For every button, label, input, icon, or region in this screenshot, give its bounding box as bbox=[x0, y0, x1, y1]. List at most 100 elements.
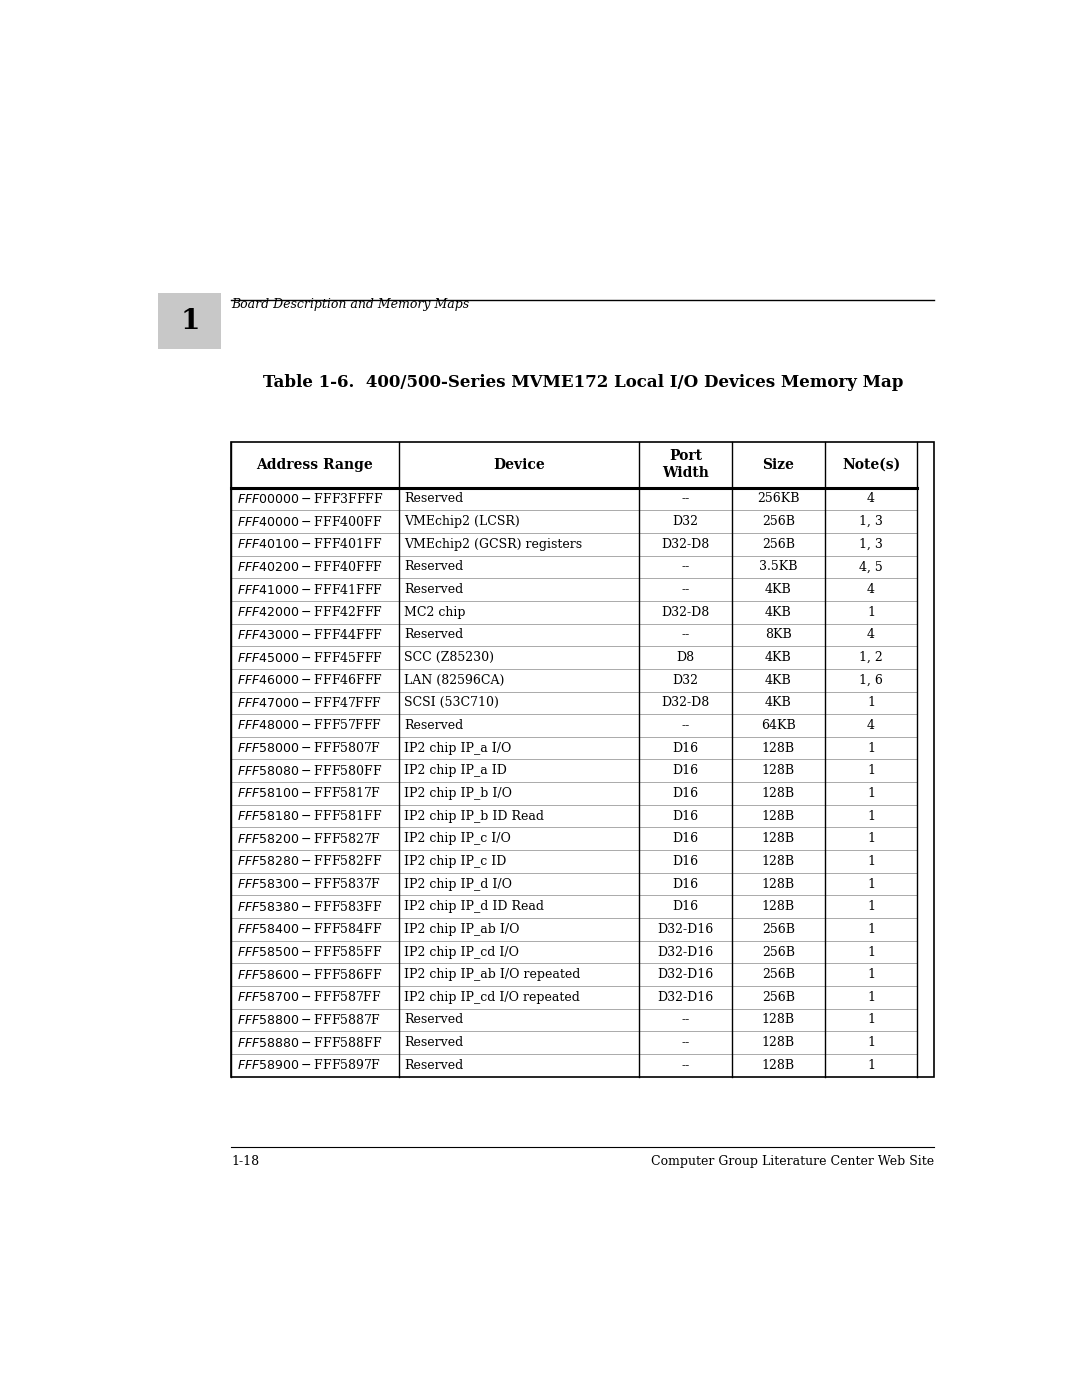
Text: D32-D8: D32-D8 bbox=[661, 538, 710, 550]
Text: 1: 1 bbox=[867, 787, 875, 800]
Text: 128B: 128B bbox=[761, 810, 795, 823]
Text: D16: D16 bbox=[673, 810, 699, 823]
Text: 256B: 256B bbox=[761, 515, 795, 528]
Text: 128B: 128B bbox=[761, 855, 795, 868]
Text: $FFF45000 - $FFF45FFF: $FFF45000 - $FFF45FFF bbox=[238, 651, 383, 665]
Text: 256B: 256B bbox=[761, 538, 795, 550]
Text: 1: 1 bbox=[867, 923, 875, 936]
Text: 256B: 256B bbox=[761, 923, 795, 936]
Text: D16: D16 bbox=[673, 855, 699, 868]
Text: 1: 1 bbox=[867, 900, 875, 914]
Text: $FFF58880 - $FFF588FF: $FFF58880 - $FFF588FF bbox=[238, 1035, 382, 1049]
Text: D32-D16: D32-D16 bbox=[658, 946, 714, 958]
Text: $FFF58280 - $FFF582FF: $FFF58280 - $FFF582FF bbox=[238, 855, 382, 869]
Text: $FFF58180 - $FFF581FF: $FFF58180 - $FFF581FF bbox=[238, 809, 382, 823]
Text: IP2 chip IP_cd I/O repeated: IP2 chip IP_cd I/O repeated bbox=[404, 990, 580, 1004]
Text: $FFF58900 - $FFF5897F: $FFF58900 - $FFF5897F bbox=[238, 1059, 381, 1073]
Text: 128B: 128B bbox=[761, 1059, 795, 1071]
Text: D32-D8: D32-D8 bbox=[661, 606, 710, 619]
Text: 128B: 128B bbox=[761, 787, 795, 800]
Text: IP2 chip IP_c I/O: IP2 chip IP_c I/O bbox=[404, 833, 511, 845]
Text: 1: 1 bbox=[867, 855, 875, 868]
Text: $FFF58200 - $FFF5827F: $FFF58200 - $FFF5827F bbox=[238, 831, 381, 845]
Text: SCSI (53C710): SCSI (53C710) bbox=[404, 696, 499, 710]
Text: IP2 chip IP_d ID Read: IP2 chip IP_d ID Read bbox=[404, 900, 544, 914]
Text: Reserved: Reserved bbox=[404, 583, 463, 597]
Text: D8: D8 bbox=[676, 651, 694, 664]
Text: 1: 1 bbox=[867, 764, 875, 777]
Text: $FFF41000 - $FFF41FFF: $FFF41000 - $FFF41FFF bbox=[238, 583, 383, 597]
Text: 128B: 128B bbox=[761, 900, 795, 914]
Text: D16: D16 bbox=[673, 742, 699, 754]
Text: Computer Group Literature Center Web Site: Computer Group Literature Center Web Sit… bbox=[651, 1155, 934, 1168]
Text: IP2 chip IP_ab I/O: IP2 chip IP_ab I/O bbox=[404, 923, 519, 936]
FancyBboxPatch shape bbox=[231, 441, 934, 1077]
Text: 1: 1 bbox=[867, 1037, 875, 1049]
Text: IP2 chip IP_a I/O: IP2 chip IP_a I/O bbox=[404, 742, 512, 754]
Text: $FFF58400 - $FFF584FF: $FFF58400 - $FFF584FF bbox=[238, 922, 382, 936]
FancyBboxPatch shape bbox=[159, 293, 221, 349]
Text: 256B: 256B bbox=[761, 946, 795, 958]
Text: --: -- bbox=[681, 583, 689, 597]
Text: 256B: 256B bbox=[761, 968, 795, 981]
Text: Note(s): Note(s) bbox=[842, 458, 901, 472]
Text: 128B: 128B bbox=[761, 1013, 795, 1027]
Text: --: -- bbox=[681, 493, 689, 506]
Text: 1: 1 bbox=[867, 810, 875, 823]
Text: IP2 chip IP_b I/O: IP2 chip IP_b I/O bbox=[404, 787, 512, 800]
Text: 4KB: 4KB bbox=[765, 673, 792, 687]
Text: 128B: 128B bbox=[761, 764, 795, 777]
Text: --: -- bbox=[681, 1013, 689, 1027]
Text: IP2 chip IP_b ID Read: IP2 chip IP_b ID Read bbox=[404, 810, 544, 823]
Text: $FFF58380 - $FFF583FF: $FFF58380 - $FFF583FF bbox=[238, 900, 382, 914]
Text: $FFF58800 - $FFF5887F: $FFF58800 - $FFF5887F bbox=[238, 1013, 381, 1027]
Text: 1: 1 bbox=[180, 307, 200, 335]
Text: MC2 chip: MC2 chip bbox=[404, 606, 465, 619]
Text: $FFF58080 - $FFF580FF: $FFF58080 - $FFF580FF bbox=[238, 764, 382, 778]
Text: Reserved: Reserved bbox=[404, 1059, 463, 1071]
Text: 1: 1 bbox=[867, 696, 875, 710]
Text: --: -- bbox=[681, 1059, 689, 1071]
Text: Reserved: Reserved bbox=[404, 719, 463, 732]
Text: D16: D16 bbox=[673, 877, 699, 890]
Text: $FFF58700 - $FFF587FF: $FFF58700 - $FFF587FF bbox=[238, 990, 381, 1004]
Text: Port
Width: Port Width bbox=[662, 450, 708, 481]
Text: 3.5KB: 3.5KB bbox=[759, 560, 797, 573]
Text: $FFF58500 - $FFF585FF: $FFF58500 - $FFF585FF bbox=[238, 944, 382, 958]
Text: 4KB: 4KB bbox=[765, 651, 792, 664]
Text: 64KB: 64KB bbox=[761, 719, 796, 732]
Text: $FFF43000 - $FFF44FFF: $FFF43000 - $FFF44FFF bbox=[238, 627, 383, 641]
Text: D32-D16: D32-D16 bbox=[658, 968, 714, 981]
Text: Reserved: Reserved bbox=[404, 493, 463, 506]
Text: $FFF47000 - $FFF47FFF: $FFF47000 - $FFF47FFF bbox=[238, 696, 382, 710]
Text: 128B: 128B bbox=[761, 1037, 795, 1049]
Text: $FFF40100 - $FFF401FF: $FFF40100 - $FFF401FF bbox=[238, 538, 382, 552]
Text: IP2 chip IP_c ID: IP2 chip IP_c ID bbox=[404, 855, 507, 868]
Text: SCC (Z85230): SCC (Z85230) bbox=[404, 651, 495, 664]
Text: IP2 chip IP_ab I/O repeated: IP2 chip IP_ab I/O repeated bbox=[404, 968, 581, 981]
Text: 4KB: 4KB bbox=[765, 606, 792, 619]
Text: Reserved: Reserved bbox=[404, 560, 463, 573]
Text: $FFF58600 - $FFF586FF: $FFF58600 - $FFF586FF bbox=[238, 968, 382, 982]
Text: D32-D16: D32-D16 bbox=[658, 923, 714, 936]
Text: $FFF48000 - $FFF57FFF: $FFF48000 - $FFF57FFF bbox=[238, 718, 382, 732]
Text: --: -- bbox=[681, 629, 689, 641]
Text: D32-D8: D32-D8 bbox=[661, 696, 710, 710]
Text: IP2 chip IP_cd I/O: IP2 chip IP_cd I/O bbox=[404, 946, 519, 958]
Text: 1: 1 bbox=[867, 1059, 875, 1071]
Text: 256KB: 256KB bbox=[757, 493, 799, 506]
Text: Address Range: Address Range bbox=[257, 458, 374, 472]
Text: Reserved: Reserved bbox=[404, 1037, 463, 1049]
Text: 4, 5: 4, 5 bbox=[860, 560, 883, 573]
Text: 4: 4 bbox=[867, 493, 875, 506]
Text: VMEchip2 (GCSR) registers: VMEchip2 (GCSR) registers bbox=[404, 538, 582, 550]
Text: $FFF40200 - $FFF40FFF: $FFF40200 - $FFF40FFF bbox=[238, 560, 383, 574]
Text: VMEchip2 (LCSR): VMEchip2 (LCSR) bbox=[404, 515, 521, 528]
Text: Table 1-6.  400/500-Series MVME172 Local I/O Devices Memory Map: Table 1-6. 400/500-Series MVME172 Local … bbox=[262, 374, 903, 391]
Text: $FFF42000 - $FFF42FFF: $FFF42000 - $FFF42FFF bbox=[238, 605, 383, 619]
Text: 1-18: 1-18 bbox=[231, 1155, 259, 1168]
Text: 4: 4 bbox=[867, 629, 875, 641]
Text: 1, 6: 1, 6 bbox=[859, 673, 883, 687]
Text: D32-D16: D32-D16 bbox=[658, 990, 714, 1004]
Text: --: -- bbox=[681, 1037, 689, 1049]
